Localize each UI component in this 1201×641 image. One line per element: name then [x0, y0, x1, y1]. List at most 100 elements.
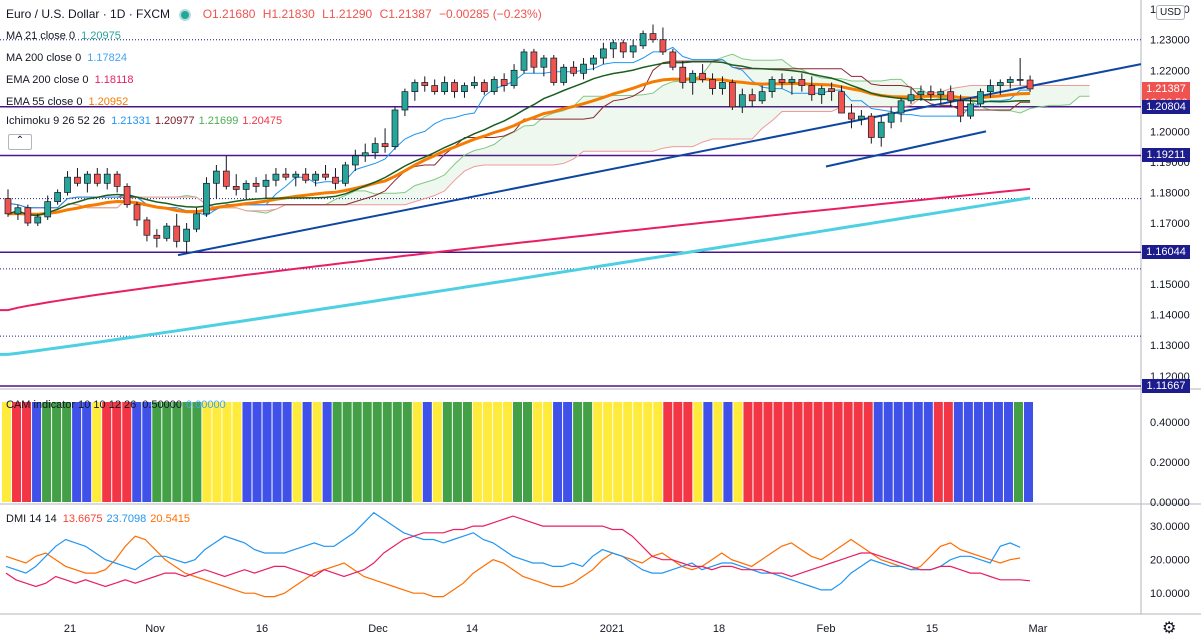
candle-body [709, 79, 716, 89]
candle-body [242, 182, 250, 190]
candle-body [103, 173, 111, 184]
candle [858, 109, 865, 126]
candle-body [252, 182, 260, 187]
symbol-title[interactable]: Euro / U.S. Dollar · 1D · FXCM [6, 7, 171, 21]
candle-body [411, 82, 419, 93]
candle [4, 189, 12, 217]
candle [560, 64, 568, 86]
cam-bar [122, 402, 132, 502]
candle [699, 64, 706, 83]
cam-bar [432, 402, 442, 502]
candle-body [431, 85, 439, 93]
time-tick-label: 21 [64, 623, 76, 635]
candle [312, 171, 319, 187]
cam-bar [613, 402, 623, 502]
cam-bar [863, 402, 873, 502]
indicator-name: Ichimoku 9 26 52 26 [6, 115, 106, 127]
candle-body [987, 85, 994, 93]
time-tick-label: Nov [145, 623, 165, 635]
indicator-name: DMI 14 14 [6, 513, 57, 525]
indicator-name: EMA 55 close 0 [6, 96, 83, 108]
cam-bar [543, 402, 553, 502]
candle-body [639, 33, 647, 47]
candle [709, 73, 716, 95]
dmi-legend[interactable]: DMI 14 14 13.6675 23.7098 20.5415 [6, 512, 194, 526]
candle-body [897, 100, 905, 114]
cam-bar [593, 402, 603, 502]
price-tick-label: 1.22000 [1150, 65, 1190, 77]
candle-body [659, 39, 667, 53]
candle-body [1026, 79, 1034, 90]
candle-body [798, 79, 806, 86]
dmi-tick-label: 10.0000 [1150, 588, 1190, 600]
candle [570, 61, 577, 77]
cam-bar [242, 402, 252, 502]
candle [867, 113, 875, 144]
indicator-legend-0[interactable]: MA 21 close 0 1.20975 [6, 29, 125, 43]
candle [371, 137, 379, 159]
cam-legend[interactable]: CAM indicator 10 10 12 26 0.50000 0.00000 [6, 398, 230, 412]
candle [768, 76, 776, 98]
cam-bar [793, 402, 803, 502]
candle-body [143, 219, 151, 236]
candle [828, 82, 835, 101]
candle-body [54, 192, 61, 202]
cam-bar [302, 402, 312, 502]
candle [84, 171, 91, 193]
price-tick-label: 1.20000 [1150, 126, 1190, 138]
candle [609, 39, 617, 59]
cam-bar [232, 402, 242, 502]
candle [957, 94, 964, 123]
candle-body [183, 228, 190, 242]
candle [877, 116, 885, 147]
indicator-legend-4[interactable]: Ichimoku 9 26 52 26 1.21331 1.20977 1.21699… [6, 114, 286, 128]
indicator-value: 1.17824 [87, 52, 127, 64]
cam-bar [192, 402, 202, 502]
candle [302, 168, 310, 184]
currency-label[interactable]: USD [1156, 5, 1186, 20]
candle [203, 177, 210, 217]
candle-body [689, 72, 697, 83]
collapse-legend-icon[interactable]: ⌃ [8, 134, 32, 150]
candle-body [93, 173, 101, 184]
candle [441, 76, 448, 95]
cam-bar [913, 402, 923, 502]
candle [520, 48, 528, 74]
candle [272, 168, 280, 187]
cam-bar [953, 402, 963, 502]
candle [44, 195, 52, 220]
cam-bar [733, 402, 743, 502]
open-value: O1.21680 [202, 7, 256, 21]
candle [332, 168, 339, 190]
cam-bar [32, 402, 42, 502]
time-tick-label: Dec [368, 623, 388, 635]
candle [987, 79, 994, 98]
candle [292, 171, 300, 187]
candle [34, 213, 42, 227]
price-tick-label: 1.18000 [1150, 187, 1190, 199]
cam-bar [402, 402, 412, 502]
candle [639, 30, 647, 49]
time-tick-label: Mar [1029, 623, 1048, 635]
candle [907, 88, 915, 104]
cam-bar [182, 402, 192, 502]
candle-body [34, 216, 42, 224]
indicator-legend-1[interactable]: MA 200 close 0 1.17824 [6, 51, 131, 65]
candle-body [44, 201, 52, 218]
cam-bar [322, 402, 332, 502]
cam-bar [873, 402, 883, 502]
indicator-legend-2[interactable]: EMA 200 close 0 1.18118 [6, 73, 138, 87]
candle-body [1006, 79, 1014, 83]
cam-bar [623, 402, 633, 502]
cam-bar [162, 402, 172, 502]
indicator-legend-3[interactable]: EMA 55 close 0 1.20952 [6, 95, 132, 109]
candle [123, 183, 131, 208]
cam-bar [332, 402, 342, 502]
time-tick-label: 16 [256, 623, 268, 635]
candle [669, 48, 677, 71]
gear-icon[interactable]: ⚙ [1162, 620, 1177, 637]
candle [788, 76, 796, 95]
candle-body [937, 91, 945, 96]
cam-bar [643, 402, 653, 502]
